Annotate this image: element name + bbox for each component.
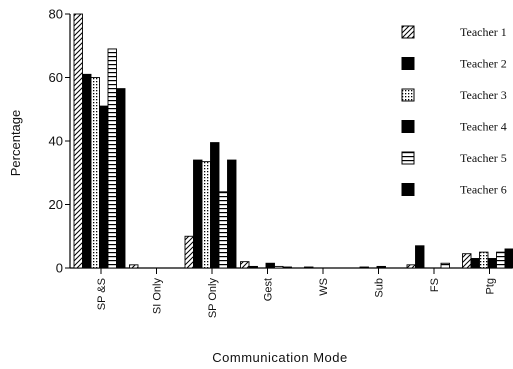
bar-5-7 <box>496 251 506 269</box>
x-tick-label: SP &S <box>96 278 108 310</box>
legend-swatch <box>401 120 415 133</box>
bar-6-3 <box>282 266 292 269</box>
x-tick-label: FS <box>429 278 441 292</box>
y-tick-label: 80 <box>49 7 63 22</box>
legend-label: Teacher 5 <box>460 151 507 165</box>
bar-4-2 <box>210 142 220 269</box>
x-axis-label: Communication Mode <box>212 350 347 365</box>
bar-1-0 <box>73 13 83 269</box>
bar-6-7 <box>504 248 513 269</box>
bar-6-2 <box>227 159 237 269</box>
x-tick-label: WS <box>318 278 330 296</box>
bar-6-0 <box>116 88 126 269</box>
y-tick-label: 20 <box>49 197 63 212</box>
bar-1-7 <box>462 253 472 269</box>
x-tick-label: SI Only <box>152 278 164 315</box>
y-tick-label: 0 <box>56 261 63 276</box>
y-tick-label: 60 <box>49 70 63 85</box>
bar-2-6 <box>415 245 425 269</box>
bar-4-3 <box>265 262 275 269</box>
x-tick-label: Gest <box>263 278 275 301</box>
bar-1-1 <box>129 264 139 269</box>
bar-2-0 <box>82 73 92 269</box>
bar-4-0 <box>99 105 109 269</box>
y-ticks: 0 20 40 60 80 <box>49 7 70 276</box>
legend-swatch <box>401 57 415 70</box>
legend-swatch <box>401 25 415 39</box>
bar-2-7 <box>470 258 480 269</box>
x-tick-label: Ptg <box>485 278 497 295</box>
legend-label: Teacher 1 <box>460 25 507 39</box>
bar-2-4 <box>304 266 314 269</box>
x-tick-label: SP Only <box>207 278 219 319</box>
bar-3-0 <box>90 77 100 269</box>
legend-label: Teacher 4 <box>460 120 507 134</box>
y-axis-label: Percentage <box>8 110 23 177</box>
bar-5-3 <box>274 265 284 269</box>
bar-5-2 <box>218 191 228 269</box>
legend-label: Teacher 2 <box>460 57 507 71</box>
bar-3-7 <box>479 251 489 269</box>
bar-3-2 <box>201 161 211 269</box>
bar-2-3 <box>248 265 258 269</box>
legend-swatch <box>401 183 415 196</box>
bars <box>73 13 513 269</box>
bar-5-6 <box>440 262 450 269</box>
bar-2-2 <box>193 159 203 269</box>
bar-1-3 <box>240 261 250 269</box>
legend-label: Teacher 3 <box>460 88 507 102</box>
y-tick-label: 40 <box>49 134 63 149</box>
legend: Teacher 1 Teacher 2 Teacher 3 Teacher 4 Teac… <box>401 25 507 197</box>
bar-4-7 <box>487 258 497 269</box>
bar-5-0 <box>107 48 117 269</box>
bar-1-2 <box>184 235 194 269</box>
bar-2-5 <box>359 266 369 269</box>
legend-label: Teacher 6 <box>460 183 507 197</box>
x-ticks: SP &S SI Only SP Only Gest WS Sub FS Ptg <box>96 268 497 318</box>
legend-swatch <box>401 151 415 165</box>
x-tick-label: Sub <box>374 278 386 298</box>
legend-swatch <box>401 88 415 102</box>
bar-1-6 <box>406 264 416 269</box>
bar-4-5 <box>376 265 386 269</box>
